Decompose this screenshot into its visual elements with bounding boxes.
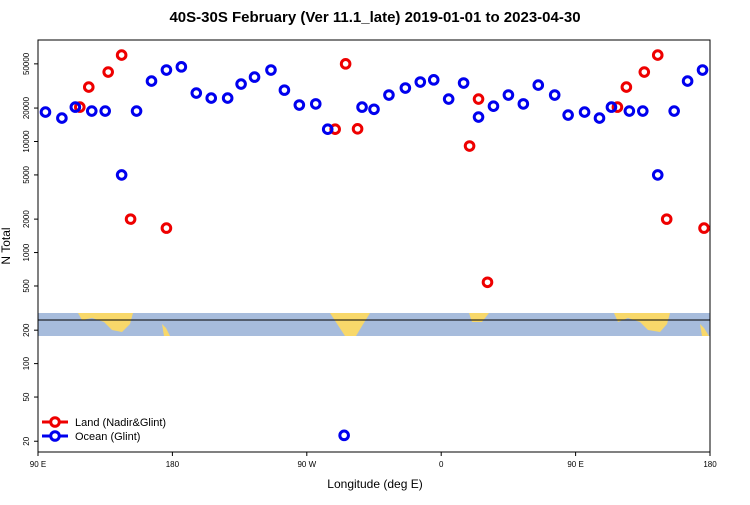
point: [481, 276, 494, 289]
point: [130, 105, 143, 117]
point: [115, 49, 128, 61]
point: [472, 93, 485, 105]
point: [668, 105, 680, 117]
chart-title: 40S-30S February (Ver 11.1_late) 2019-01…: [169, 9, 580, 26]
point: [321, 123, 334, 136]
y-axis-label: N Total: [0, 227, 13, 264]
y-tick-label: 200: [22, 323, 31, 337]
land-shape: [330, 313, 370, 336]
point: [74, 101, 86, 113]
point: [593, 112, 606, 124]
point: [309, 98, 322, 110]
x-tick-label: 180: [703, 460, 717, 469]
x-tick-label: 90 W: [297, 460, 316, 469]
y-tick-label: 5000: [22, 165, 31, 183]
point: [427, 74, 440, 86]
x-tick-label: 180: [166, 460, 180, 469]
point: [85, 105, 98, 117]
x-axis-label: Longitude (deg E): [327, 477, 422, 491]
point: [399, 82, 412, 94]
point: [414, 76, 427, 88]
point: [39, 106, 52, 118]
land-shape: [162, 324, 170, 336]
point: [578, 106, 591, 118]
x-tick-label: 90 E: [30, 460, 46, 469]
point: [356, 101, 368, 113]
point: [696, 64, 709, 76]
y-tick-label: 20: [22, 436, 31, 445]
land-shape: [700, 324, 709, 336]
point: [502, 89, 515, 101]
point: [651, 49, 664, 61]
legend-marker: [49, 416, 61, 428]
point: [620, 81, 633, 93]
point: [235, 78, 247, 90]
point: [69, 101, 82, 113]
legend-label: Land (Nadir&Glint): [75, 417, 166, 429]
point: [623, 105, 636, 117]
y-tick-label: 50: [22, 392, 31, 401]
point: [338, 429, 350, 442]
point: [293, 99, 306, 111]
point: [532, 79, 545, 91]
point: [660, 213, 673, 225]
point: [265, 64, 277, 76]
plot-frame: [37, 39, 711, 453]
point: [562, 109, 574, 121]
map-band: [38, 313, 710, 336]
point: [124, 213, 137, 225]
point: [160, 64, 173, 76]
y-tick-label: 100: [22, 356, 31, 370]
point: [102, 66, 114, 78]
y-tick-label: 1000: [22, 243, 31, 261]
legend-label: Ocean (Glint): [75, 431, 140, 443]
point: [160, 222, 173, 234]
ocean-strip: [38, 313, 710, 336]
point: [351, 123, 364, 135]
point: [681, 75, 694, 87]
point: [115, 169, 128, 181]
point: [637, 105, 649, 117]
x-tick-label: 0: [439, 460, 444, 469]
y-tick-label: 20000: [22, 96, 31, 119]
point: [383, 89, 395, 101]
y-tick-label: 50000: [22, 52, 31, 75]
y-tick-label: 10000: [22, 130, 31, 153]
point: [611, 101, 624, 113]
point: [82, 81, 95, 93]
point: [548, 89, 561, 101]
point: [487, 100, 500, 112]
point: [463, 140, 476, 152]
point: [99, 105, 111, 117]
point: [145, 75, 158, 87]
y-tick-label: 2000: [22, 210, 31, 228]
point: [175, 61, 188, 73]
point: [638, 66, 651, 78]
point: [248, 71, 261, 83]
point: [605, 101, 618, 113]
point: [278, 84, 291, 96]
legend-marker: [49, 430, 61, 442]
point: [517, 98, 530, 110]
point: [368, 103, 380, 116]
point: [698, 222, 710, 234]
point: [457, 77, 470, 89]
point: [190, 87, 203, 99]
point: [339, 58, 352, 70]
point: [56, 112, 68, 124]
land-shape: [614, 313, 670, 332]
point: [221, 92, 234, 104]
land-shape: [78, 313, 133, 332]
point: [651, 169, 664, 181]
point: [442, 93, 455, 105]
point: [205, 92, 218, 104]
point: [472, 111, 485, 123]
y-tick-label: 500: [22, 279, 31, 293]
x-tick-label: 90 E: [567, 460, 583, 469]
